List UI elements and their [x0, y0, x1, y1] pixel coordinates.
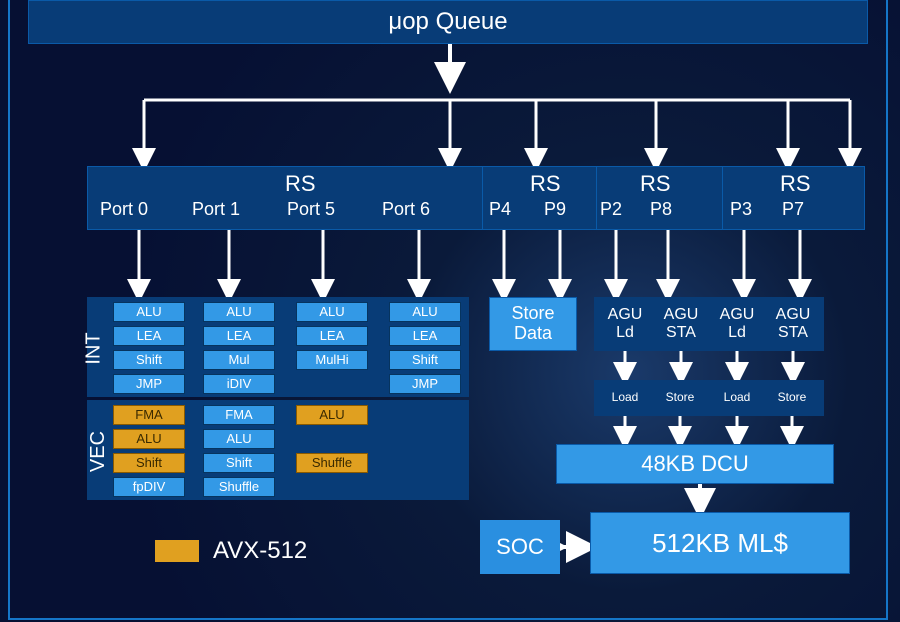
diagram-frame: [8, 0, 888, 620]
